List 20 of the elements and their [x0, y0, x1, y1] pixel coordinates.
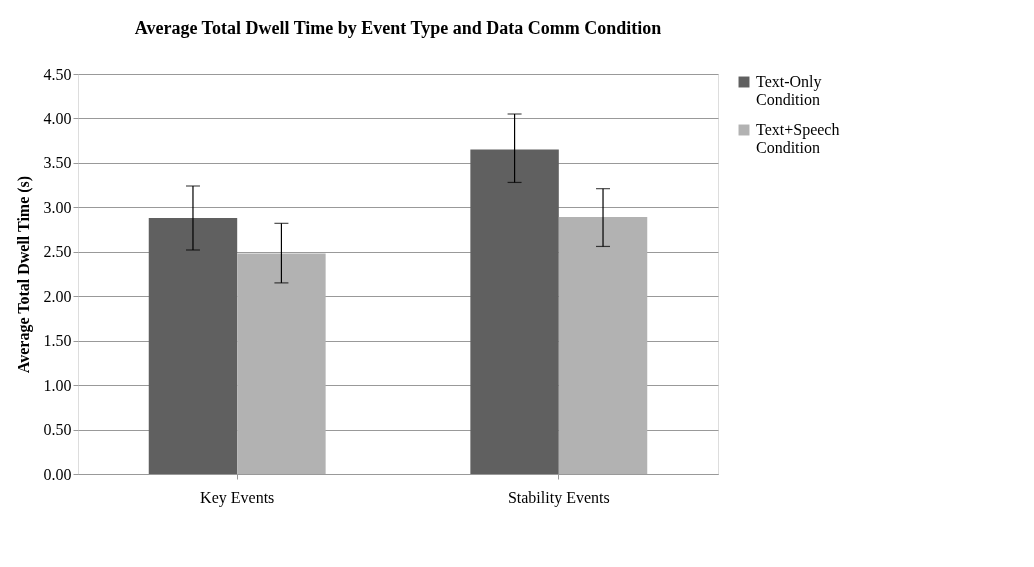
- y-tick-label: 3.00: [43, 198, 72, 216]
- bar: [148, 218, 238, 474]
- y-axis-title: Average Total Dwell Time (s): [14, 175, 33, 374]
- y-tick-label: 0.50: [43, 421, 72, 439]
- y-tick-label: 0.00: [43, 465, 72, 483]
- x-tick-label: Stability Events: [507, 488, 610, 507]
- y-tick-label: 1.00: [43, 376, 72, 394]
- x-tick-label: Key Events: [200, 488, 275, 507]
- bar: [470, 149, 559, 474]
- legend-label: Text-Only Condition: [756, 73, 822, 108]
- bar: [558, 217, 648, 474]
- y-tick-label: 2.00: [43, 287, 72, 305]
- y-tick-label: 4.50: [43, 65, 72, 83]
- y-tick-label: 1.50: [43, 332, 72, 350]
- legend-label: Text+Speech Condition: [756, 121, 840, 156]
- y-tick-label: 4.00: [43, 109, 72, 127]
- y-tick-label: 2.50: [43, 243, 72, 261]
- chart-title: Average Total Dwell Time by Event Type and Data Comm Condition: [134, 18, 662, 38]
- bar: [237, 253, 326, 474]
- y-tick-label: 3.50: [43, 154, 72, 172]
